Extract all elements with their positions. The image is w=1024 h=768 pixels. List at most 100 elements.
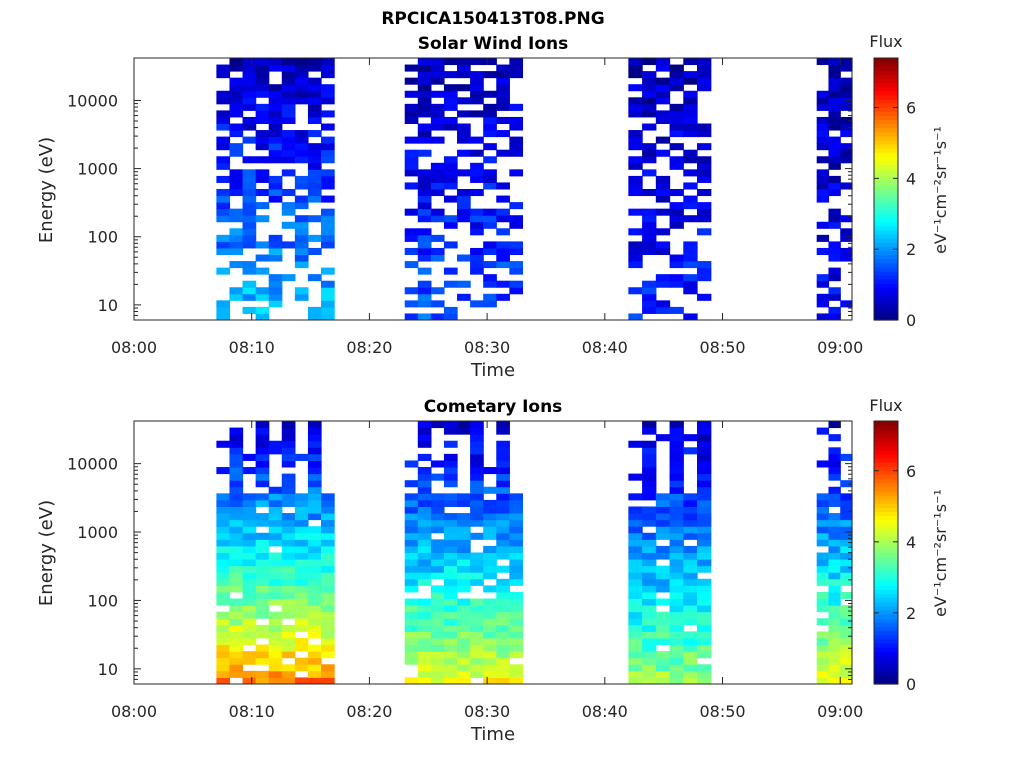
heatmap-cell (840, 130, 853, 138)
heatmap-cell (281, 519, 296, 527)
heatmap-cell (443, 591, 458, 600)
heatmap-cell (216, 234, 231, 242)
colorbar-segment (874, 238, 898, 243)
heatmap-cell (642, 467, 657, 475)
heatmap-cell (683, 116, 698, 124)
heatmap-cell (430, 598, 445, 606)
heatmap-cell (307, 149, 322, 157)
heatmap-cell (470, 513, 484, 521)
heatmap-cell (816, 136, 830, 144)
heatmap-cell (683, 565, 698, 573)
heatmap-cell (417, 64, 432, 72)
heatmap-cell (417, 545, 432, 553)
heatmap-cell (242, 631, 257, 639)
heatmap-cell (430, 64, 445, 72)
heatmap-cell (655, 657, 671, 665)
heatmap-cell (816, 670, 830, 678)
heatmap-cell (229, 565, 244, 573)
heatmap-cell (281, 77, 296, 85)
heatmap-cell (483, 90, 497, 98)
heatmap-cell (307, 447, 322, 455)
heatmap-cell (669, 545, 684, 553)
heatmap-cell (404, 169, 419, 177)
heatmap-cell (496, 261, 510, 269)
colorbar-segment (874, 279, 898, 284)
heatmap-cell (642, 552, 657, 560)
heatmap-cell (828, 149, 841, 157)
heatmap-cell (828, 156, 841, 164)
heatmap-cell (294, 499, 309, 507)
heatmap-cell (483, 261, 497, 269)
x-tick-label: 08:00 (111, 338, 157, 357)
heatmap-cell (628, 175, 643, 183)
heatmap-cell (655, 300, 671, 308)
heatmap-cell (443, 313, 458, 321)
heatmap-cell (321, 182, 335, 190)
heatmap-cell (307, 64, 322, 72)
heatmap-cell (281, 605, 296, 613)
heatmap-cell (628, 313, 643, 321)
heatmap-cell (307, 467, 322, 475)
heatmap-cell (483, 274, 497, 282)
heatmap-cell (683, 664, 698, 672)
heatmap-cell (683, 280, 698, 288)
heatmap-cell (443, 631, 458, 639)
colorbar-segment (874, 585, 898, 591)
heatmap-cell (417, 234, 432, 242)
panel-solar-wind-ions: Solar Wind Ions 08:00 08:10 08:20 08:30 08:4… (36, 32, 950, 381)
heatmap-cell (417, 254, 432, 262)
heatmap-cell (417, 611, 432, 619)
heatmap-cell (268, 136, 283, 144)
heatmap-cell (470, 460, 484, 468)
colorbar-segment (874, 630, 898, 636)
heatmap-cell (683, 195, 698, 203)
heatmap-cell (642, 677, 657, 685)
heatmap-cell (443, 559, 458, 567)
colorbar-segment (874, 307, 898, 313)
x-axis-ticks: 08:00 08:10 08:20 08:30 08:40 08:50 09:00 (111, 58, 863, 357)
heatmap-cell (697, 526, 712, 534)
heatmap-cell (294, 664, 309, 672)
heatmap-cell (509, 670, 524, 678)
heatmap-cell (268, 598, 283, 606)
heatmap-cell (307, 90, 322, 98)
heatmap-cell (417, 90, 432, 98)
colorbar-segment (874, 225, 898, 231)
heatmap-cell (457, 519, 471, 527)
heatmap-cell (281, 84, 296, 92)
heatmap-cell (697, 71, 712, 79)
heatmap-cell (242, 189, 257, 197)
heatmap-cell (816, 526, 830, 534)
heatmap-cell (268, 300, 283, 308)
heatmap-cell (443, 169, 458, 177)
heatmap-cell (683, 572, 698, 580)
heatmap-cell (430, 182, 445, 190)
heatmap-cell (669, 480, 684, 488)
heatmap-cell (229, 123, 244, 131)
heatmap-cell (307, 585, 322, 593)
heatmap-cell (216, 241, 231, 249)
heatmap-cell (642, 572, 657, 580)
heatmap-cell (840, 149, 853, 157)
heatmap-cell (321, 169, 335, 177)
heatmap-cell (307, 578, 322, 586)
heatmap-cell (457, 189, 471, 197)
heatmap-cell (268, 637, 283, 646)
heatmap-cell (828, 631, 841, 639)
heatmap-cell (457, 545, 471, 553)
colorbar-frame (873, 57, 899, 321)
heatmap-cell (417, 637, 432, 646)
heatmap-cell (430, 506, 445, 514)
heatmap-cell (268, 90, 283, 98)
heatmap-cell (669, 651, 684, 659)
heatmap-cell (470, 467, 484, 475)
heatmap-cell (642, 578, 657, 586)
heatmap-cell (683, 261, 698, 269)
heatmap-cell (404, 162, 419, 170)
heatmap-cell (281, 156, 296, 164)
heatmap-cell (430, 591, 445, 600)
heatmap-cell (483, 545, 497, 553)
heatmap-cell (417, 71, 432, 79)
heatmap-cell (404, 598, 419, 606)
heatmap-cell (628, 71, 643, 79)
